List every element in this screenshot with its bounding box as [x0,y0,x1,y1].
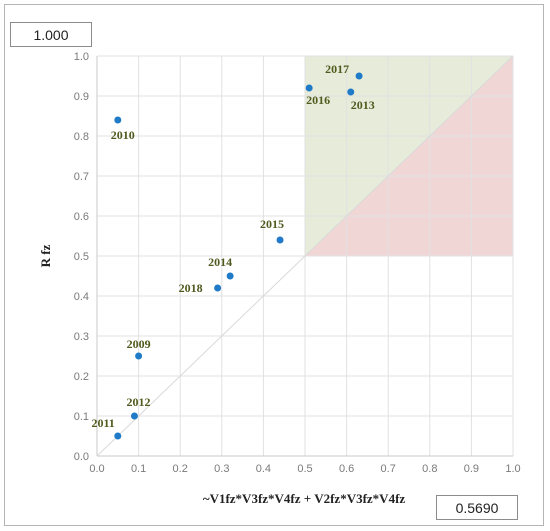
x-tick-label: 0.4 [256,463,271,475]
y-tick-label: 0.2 [74,371,89,383]
point-2013 [347,88,355,96]
x-tick-label: 0.3 [214,463,229,475]
y-tick-label: 0.3 [74,331,89,343]
point-label-2013: 2013 [351,98,375,112]
y-axis-label: R fz [38,244,53,267]
point-2017 [355,72,363,80]
x-tick-label: 1.0 [505,463,520,475]
x-axis-label: ~V1fz*V3fz*V4fz + V2fz*V3fz*V4fz [203,491,406,506]
y-tick-label: 0.1 [74,411,89,423]
x-tick-label: 0.8 [422,463,437,475]
y-tick-label: 0.6 [74,211,89,223]
y-tick-label: 0.8 [74,131,89,143]
diagonal-line [96,55,514,457]
point-label-2009: 2009 [127,337,151,351]
y-tick-label: 0.7 [74,171,89,183]
point-2016 [305,84,313,92]
x-tick-label: 0.1 [131,463,146,475]
point-label-2015: 2015 [260,217,284,231]
diagonal-layer [96,55,514,457]
y-tick-label: 0.0 [74,451,89,463]
x-tick-label: 0.5 [297,463,312,475]
y-tick-label: 0.5 [74,251,89,263]
x-tick-label: 0.7 [381,463,396,475]
points-layer: 2009 2010 2011 2012 2013 2014 2015 2016 2017 2018 [91,62,375,440]
point-label-2014: 2014 [208,255,232,269]
ticks-layer: 0.0 0.1 0.2 0.3 0.4 0.5 0.6 0.7 0.8 0.9 1.0 0.0 0.1 0… [74,51,521,475]
footer-value-box: 0.5690 [436,495,518,520]
point-2018 [214,284,222,292]
x-tick-label: 0.0 [89,463,104,475]
point-2010 [114,116,122,124]
header-value-box: 1.000 [10,22,92,47]
point-label-2012: 2012 [126,395,150,409]
y-tick-label: 0.9 [74,91,89,103]
x-tick-label: 0.9 [464,463,479,475]
point-2011 [114,432,122,440]
x-tick-label: 0.6 [339,463,354,475]
point-label-2010: 2010 [111,128,135,142]
point-2009 [135,352,143,360]
y-tick-label: 1.0 [74,51,89,63]
x-tick-label: 0.2 [173,463,188,475]
point-2014 [226,272,234,280]
point-label-2011: 2011 [91,416,114,430]
point-2012 [130,412,138,420]
y-tick-label: 0.4 [74,291,89,303]
point-label-2017: 2017 [325,62,349,76]
point-label-2016: 2016 [306,93,330,107]
point-2015 [276,236,284,244]
point-label-2018: 2018 [179,281,203,295]
